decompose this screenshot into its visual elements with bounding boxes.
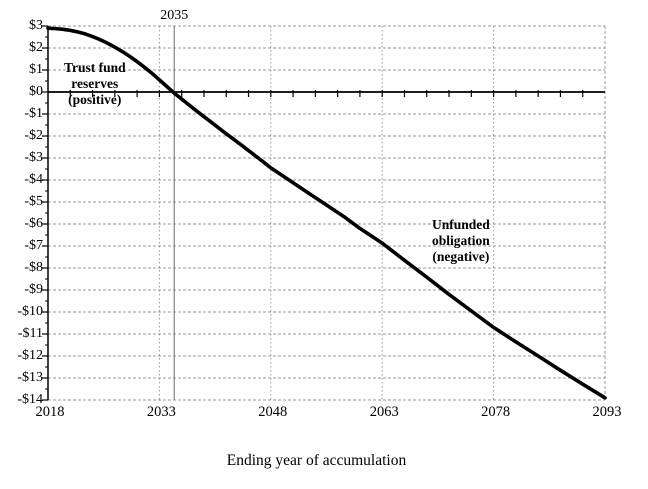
y-axis-tick-label: $2 — [29, 40, 43, 55]
y-axis-tick-label: $0 — [29, 84, 43, 99]
y-axis-tick-label: -$6 — [24, 216, 43, 231]
y-axis-tick-label: -$10 — [17, 304, 43, 319]
data-curve — [46, 26, 607, 400]
x-axis-tick-label: 2093 — [592, 404, 622, 420]
y-axis-tick-label: -$12 — [17, 348, 43, 363]
x-axis-tick-label: 2048 — [258, 404, 288, 420]
x-axis-tick-label: 2033 — [146, 404, 176, 420]
annotation-trust-fund-reserves: Trust fund reserves (positive) — [35, 60, 155, 108]
annotation-line: reserves — [71, 76, 119, 92]
x-axis-title: Ending year of accumulation — [226, 452, 407, 469]
y-axis-tick-label: -$1 — [24, 106, 43, 121]
y-axis-tick-label: -$5 — [24, 194, 43, 209]
annotation-unfunded-obligation: Unfunded obligation (negative) — [401, 217, 521, 265]
y-axis-tick-label: -$7 — [24, 238, 43, 253]
depletion-year-label: 2035 — [160, 8, 189, 23]
annotation-line: Trust fund — [63, 60, 126, 76]
x-axis-tick-label: 2063 — [369, 404, 399, 420]
y-axis-tick-label: -$4 — [24, 172, 43, 187]
annotation-line: (negative) — [432, 248, 490, 264]
annotation-line: (positive) — [68, 92, 122, 108]
y-axis-tick-label: -$2 — [24, 128, 43, 143]
y-axis-tick-label: -$9 — [24, 282, 43, 297]
annotation-line: Unfunded — [432, 216, 490, 232]
y-axis-tick-label: -$8 — [24, 260, 43, 275]
y-axis-tick-label: -$11 — [17, 326, 43, 341]
x-axis-tick-label: 2018 — [35, 404, 65, 420]
x-axis-tick-label: 2078 — [481, 404, 511, 420]
y-axis-tick-label: -$3 — [24, 150, 43, 165]
y-axis-tick-label: $1 — [29, 62, 43, 77]
y-axis-tick-label: -$13 — [17, 370, 43, 385]
y-axis-tick-label: $3 — [29, 18, 43, 33]
y-axis-tick-label: -$14 — [17, 392, 43, 407]
annotation-line: obligation — [432, 232, 490, 248]
